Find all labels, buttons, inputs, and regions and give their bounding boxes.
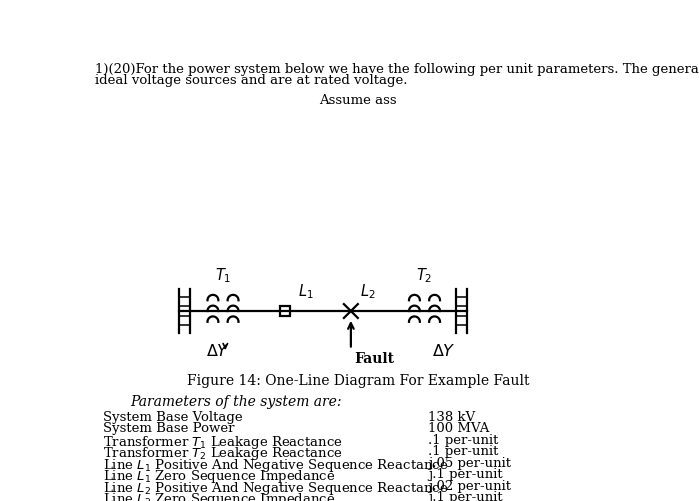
- Text: $L_2$: $L_2$: [360, 282, 375, 301]
- Text: $T_1$: $T_1$: [215, 266, 231, 285]
- Text: j.1 per-unit: j.1 per-unit: [428, 467, 503, 480]
- Text: j.02 per-unit: j.02 per-unit: [428, 479, 512, 492]
- Text: Line $L_1$ Zero Sequence Impedance: Line $L_1$ Zero Sequence Impedance: [103, 467, 336, 484]
- Text: $\Delta Y$: $\Delta Y$: [432, 342, 456, 359]
- Bar: [280, 306, 290, 317]
- Text: 138 kV: 138 kV: [428, 410, 475, 423]
- Text: Line $L_2$ Zero Sequence Impedance: Line $L_2$ Zero Sequence Impedance: [103, 490, 336, 501]
- Text: Assume ass: Assume ass: [319, 94, 396, 107]
- Text: $T_2$: $T_2$: [417, 266, 433, 285]
- Text: Line $L_2$ Positive And Negative Sequence Reactance: Line $L_2$ Positive And Negative Sequenc…: [103, 479, 448, 496]
- Text: j.1 per-unit: j.1 per-unit: [428, 490, 503, 501]
- Text: Fault: Fault: [354, 351, 394, 365]
- Text: .1 per-unit: .1 per-unit: [428, 444, 499, 457]
- Text: $L_1$: $L_1$: [298, 282, 314, 301]
- Text: Line $L_1$ Positive And Negative Sequence Reactance: Line $L_1$ Positive And Negative Sequenc…: [103, 456, 448, 473]
- Text: j.05 per-unit: j.05 per-unit: [428, 456, 512, 469]
- Text: System Base Voltage: System Base Voltage: [103, 410, 243, 423]
- Text: ideal voltage sources and are at rated voltage.: ideal voltage sources and are at rated v…: [95, 74, 408, 87]
- Text: .1 per-unit: .1 per-unit: [428, 433, 499, 446]
- Text: Transformer $T_1$ Leakage Reactance: Transformer $T_1$ Leakage Reactance: [103, 433, 343, 450]
- Text: 1)(20)For the power system below we have the following per unit parameters. The : 1)(20)For the power system below we have…: [95, 63, 699, 76]
- Text: Parameters of the system are:: Parameters of the system are:: [130, 394, 342, 408]
- Text: System Base Power: System Base Power: [103, 421, 234, 434]
- Text: Transformer $T_2$ Leakage Reactance: Transformer $T_2$ Leakage Reactance: [103, 444, 343, 461]
- Text: Figure 14: One-Line Diagram For Example Fault: Figure 14: One-Line Diagram For Example …: [187, 373, 529, 387]
- Text: $\Delta Y$: $\Delta Y$: [206, 342, 229, 359]
- Text: 100 MVA: 100 MVA: [428, 421, 490, 434]
